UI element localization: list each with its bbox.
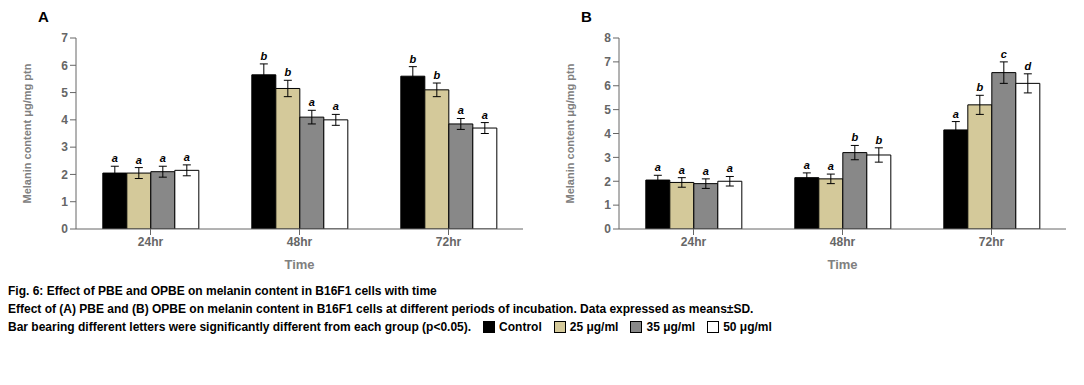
- svg-text:Time: Time: [827, 257, 857, 272]
- svg-text:0: 0: [61, 222, 68, 236]
- svg-text:a: a: [727, 162, 733, 174]
- html-text:Bar bearing different letters: Bar bearing different letters were signi…: [8, 320, 472, 334]
- svg-text:a: a: [309, 96, 315, 108]
- html-text:A: A: [38, 8, 49, 25]
- svg-text:b: b: [875, 134, 882, 146]
- svg-text:7: 7: [61, 31, 68, 45]
- svg-text:b: b: [260, 50, 267, 62]
- svg-text:a: a: [112, 152, 118, 164]
- svg-text:2: 2: [61, 168, 68, 182]
- svg-text:a: a: [804, 159, 810, 171]
- svg-text:3: 3: [61, 140, 68, 154]
- svg-text:8: 8: [604, 31, 611, 45]
- svg-text:7: 7: [604, 55, 611, 69]
- svg-text:72hr: 72hr: [436, 235, 462, 249]
- svg-text:b: b: [409, 53, 416, 65]
- svg-text:0: 0: [604, 222, 611, 236]
- svg-text:a: a: [703, 165, 709, 177]
- svg-text:4: 4: [604, 127, 611, 141]
- html-text:Effect of (A) PBE and (B) OPBE: Effect of (A) PBE and (B) OPBE on melani…: [8, 302, 754, 316]
- svg-text:b: b: [976, 81, 983, 93]
- svg-text:5: 5: [61, 86, 68, 100]
- svg-text:2: 2: [604, 175, 611, 189]
- svg-text:Time: Time: [284, 257, 314, 272]
- svg-text:72hr: 72hr: [979, 235, 1005, 249]
- svg-text:d: d: [1024, 60, 1031, 72]
- svg-text:b: b: [851, 131, 858, 143]
- svg-text:4: 4: [61, 113, 68, 127]
- svg-text:b: b: [433, 69, 440, 81]
- html-text:25 μg/ml: 25 μg/ml: [569, 320, 619, 334]
- svg-text:1: 1: [61, 195, 68, 209]
- svg-text:Melanin content μg/mg ptn: Melanin content μg/mg ptn: [564, 63, 576, 203]
- svg-text:1: 1: [604, 198, 611, 212]
- html-text:B: B: [581, 8, 592, 25]
- svg-text:48hr: 48hr: [830, 235, 856, 249]
- svg-text:6: 6: [604, 79, 611, 93]
- svg-text:a: a: [160, 152, 166, 164]
- html-text:35 μg/ml: 35 μg/ml: [646, 320, 696, 334]
- svg-text:24hr: 24hr: [681, 235, 707, 249]
- svg-text:a: a: [655, 161, 661, 173]
- svg-text:Melanin content μg/mg ptn: Melanin content μg/mg ptn: [21, 63, 33, 203]
- svg-text:a: a: [184, 151, 190, 163]
- svg-text:5: 5: [604, 103, 611, 117]
- svg-text:a: a: [828, 160, 834, 172]
- html-text:50 μg/ml: 50 μg/ml: [723, 320, 772, 334]
- svg-text:24hr: 24hr: [138, 235, 164, 249]
- svg-text:a: a: [458, 104, 464, 116]
- svg-text:6: 6: [61, 59, 68, 73]
- svg-text:3: 3: [604, 151, 611, 165]
- svg-text:a: a: [136, 154, 142, 166]
- svg-text:a: a: [953, 108, 959, 120]
- html-text:Fig. 6: Effect of PBE and OPBE: Fig. 6: Effect of PBE and OPBE on melani…: [8, 284, 437, 298]
- svg-text:48hr: 48hr: [287, 235, 313, 249]
- html-text:Control: Control: [499, 320, 542, 334]
- svg-text:b: b: [284, 66, 291, 78]
- svg-text:a: a: [482, 109, 488, 121]
- svg-text:a: a: [679, 164, 685, 176]
- svg-text:a: a: [333, 100, 339, 112]
- svg-text:c: c: [1001, 48, 1007, 60]
